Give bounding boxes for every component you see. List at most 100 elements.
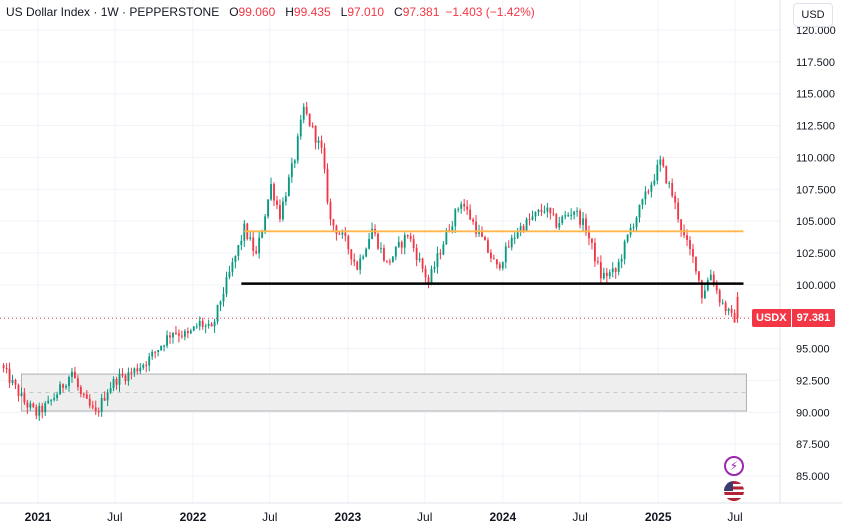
- symbol-name[interactable]: US Dollar Index: [6, 5, 91, 19]
- candle: [151, 349, 154, 360]
- candle-body: [412, 239, 415, 249]
- candle: [510, 234, 513, 251]
- price-badge-symbol: USDX: [752, 309, 791, 328]
- candle-body: [180, 335, 183, 337]
- candle: [424, 265, 427, 284]
- candle: [20, 387, 23, 397]
- candle-body: [284, 196, 287, 202]
- candle: [320, 135, 323, 154]
- candle-body: [436, 253, 439, 267]
- candle: [276, 196, 278, 210]
- candle: [204, 323, 207, 334]
- candle-body: [501, 262, 504, 269]
- candle-body: [650, 184, 653, 192]
- candle-body: [733, 312, 736, 323]
- candle-body: [85, 394, 88, 399]
- candle-body: [237, 245, 240, 256]
- candle: [501, 261, 504, 271]
- candle: [195, 323, 198, 329]
- candle: [623, 239, 626, 265]
- time-axis[interactable]: 2021 Jul 2022 Jul 2023 Jul 2024 Jul 2025 Jul: [0, 502, 842, 524]
- candle: [65, 384, 67, 390]
- candle: [228, 265, 231, 280]
- x-tick-label: Jul: [107, 510, 122, 524]
- candle-body: [380, 247, 382, 249]
- candle: [124, 373, 127, 385]
- candle: [591, 238, 593, 250]
- candle: [148, 352, 151, 372]
- x-tick-label: 2023: [335, 510, 362, 524]
- candle-body: [94, 407, 97, 412]
- candle-body: [62, 384, 64, 388]
- candle-body: [525, 218, 528, 231]
- candle-body: [635, 217, 638, 228]
- candle: [513, 232, 516, 245]
- candle: [103, 391, 106, 402]
- candle-body: [320, 140, 323, 148]
- candle-body: [454, 209, 457, 227]
- candle-body: [347, 236, 350, 250]
- candle-body: [591, 238, 593, 243]
- candle-body: [549, 207, 552, 214]
- interval-label[interactable]: 1W: [100, 5, 119, 19]
- candle: [118, 368, 121, 392]
- candle: [178, 329, 180, 343]
- candle-body: [139, 367, 142, 372]
- candle: [495, 259, 498, 269]
- candle: [680, 219, 683, 237]
- candle-body: [647, 191, 650, 193]
- candle-body: [178, 333, 180, 336]
- candle: [186, 327, 189, 339]
- candle-body: [142, 364, 145, 368]
- candle-body: [689, 239, 691, 250]
- candle-body: [267, 199, 269, 217]
- candle-body: [273, 184, 275, 201]
- candle-body: [561, 216, 564, 224]
- candle-body: [638, 204, 641, 218]
- candle-body: [472, 219, 475, 222]
- candle: [540, 203, 543, 217]
- candle-body: [492, 258, 495, 260]
- candle-body: [377, 233, 379, 249]
- candle: [418, 252, 421, 263]
- candle: [593, 238, 596, 267]
- candle-body: [261, 230, 264, 238]
- candle-body: [192, 326, 195, 331]
- candle: [504, 242, 507, 269]
- candle-body: [495, 259, 498, 265]
- candle: [332, 218, 335, 231]
- candle-body: [231, 262, 234, 273]
- candle-body: [326, 168, 329, 202]
- price-axis[interactable]: 85.00087.50090.00092.50095.00097.500100.…: [779, 0, 836, 503]
- candle-body: [353, 259, 356, 262]
- low-label: L: [340, 5, 348, 19]
- currency-button[interactable]: USD: [793, 3, 833, 27]
- candle: [145, 361, 148, 373]
- candle: [605, 267, 608, 283]
- candle-body: [317, 140, 320, 143]
- candle: [359, 254, 362, 275]
- candle-body: [371, 228, 373, 239]
- x-tick-label: Jul: [727, 510, 742, 524]
- candle-body: [365, 248, 368, 257]
- price-badge-value: 97.381: [791, 309, 836, 328]
- candle-body: [599, 262, 602, 279]
- lightning-bolt-icon[interactable]: ⚡: [724, 456, 744, 476]
- candle: [109, 382, 112, 394]
- candle: [344, 227, 347, 242]
- candle: [308, 113, 311, 127]
- us-flag-icon[interactable]: [724, 481, 744, 501]
- candle: [368, 232, 371, 250]
- candle: [487, 237, 489, 254]
- candle-body: [258, 237, 261, 254]
- separator: ·: [90, 5, 101, 19]
- candle-body: [593, 242, 596, 262]
- candle: [421, 257, 424, 273]
- candle-body: [198, 320, 201, 327]
- candle-body: [421, 258, 424, 269]
- candle-body: [490, 252, 492, 259]
- candle-body: [415, 248, 418, 261]
- candle: [519, 222, 522, 237]
- candle-body: [406, 235, 409, 237]
